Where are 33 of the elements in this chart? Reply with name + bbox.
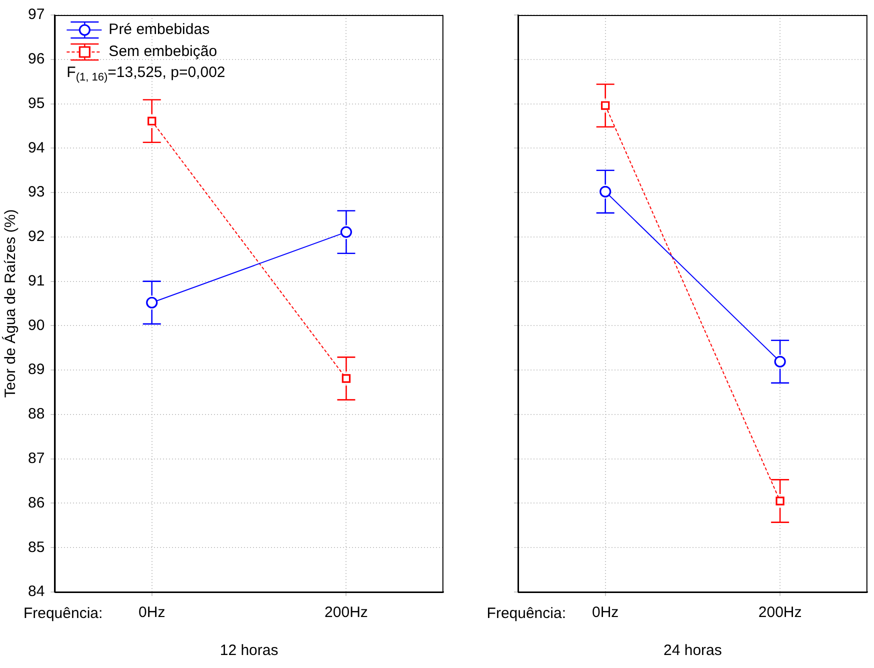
point xyxy=(146,296,158,308)
y-tick-label: 86 xyxy=(28,494,45,512)
point xyxy=(340,226,352,238)
x-axis-title: 12 horas xyxy=(220,642,278,660)
y-tick-label: 94 xyxy=(28,139,45,156)
y-tick-label: 88 xyxy=(28,406,45,423)
x-axis-title: 24 horas xyxy=(664,642,722,660)
legend-label: Pré embebidas xyxy=(108,21,210,38)
y-tick-label: 93 xyxy=(28,184,45,201)
y-tick-label: 97 xyxy=(28,6,45,24)
point xyxy=(148,116,156,126)
y-tick-label: 96 xyxy=(28,50,45,68)
x-tick-label: 200Hz xyxy=(758,604,802,622)
y-tick-label: 95 xyxy=(28,94,45,112)
y-tick-label: 84 xyxy=(28,583,45,600)
point xyxy=(342,374,351,383)
text: Frequência: xyxy=(23,605,103,622)
point xyxy=(774,356,786,368)
text: Frequência: xyxy=(486,605,566,622)
y-tick-label: 92 xyxy=(28,228,45,246)
point xyxy=(600,186,612,198)
y-tick-label: 89 xyxy=(28,361,45,378)
point xyxy=(601,101,610,110)
legend-label: Sem embebição xyxy=(108,43,218,60)
point xyxy=(776,496,784,506)
x-tick-label: 0Hz xyxy=(138,604,166,622)
y-tick-label: 91 xyxy=(28,272,45,290)
x-tick-label: 0Hz xyxy=(592,604,619,622)
x-tick-label: 200Hz xyxy=(324,604,368,622)
y-tick-label: 90 xyxy=(28,316,45,334)
y-axis-title: Teor de Água de Raízes (%) xyxy=(1,209,20,398)
y-tick-label: 87 xyxy=(28,450,45,467)
y-tick-label: 85 xyxy=(28,538,45,556)
